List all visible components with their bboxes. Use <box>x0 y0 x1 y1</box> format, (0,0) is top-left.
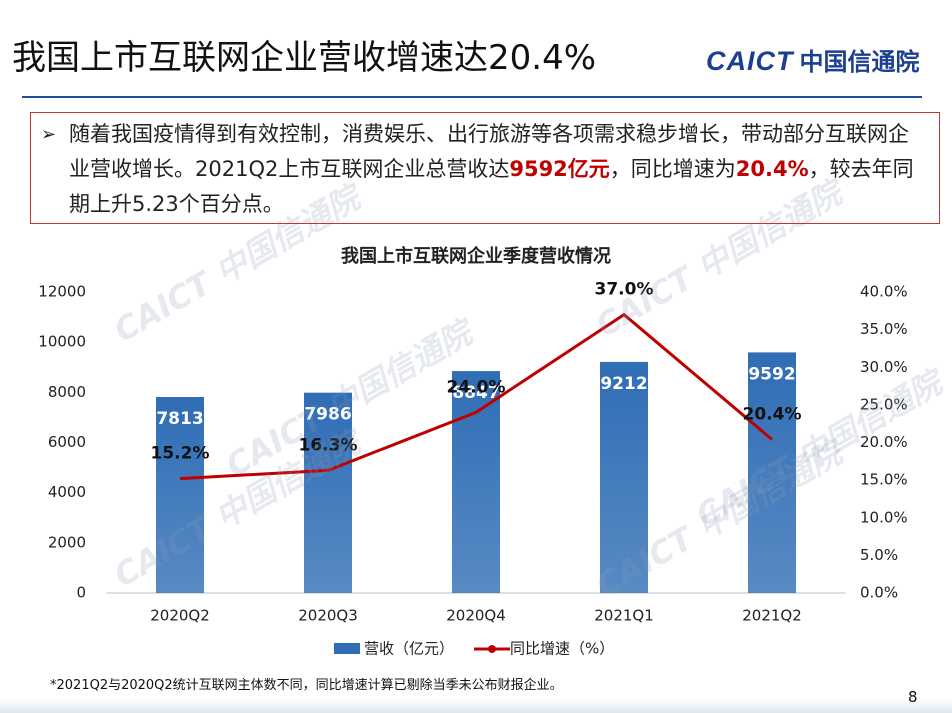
chart-title: 我国上市互联网企业季度营收情况 <box>341 245 611 267</box>
logo: CAICT 中国信通院 <box>706 42 920 77</box>
y2-tick-label: 20.0% <box>860 433 908 451</box>
x-tick-label: 2020Q3 <box>298 607 358 625</box>
legend-label: 同比增速（%） <box>510 640 614 658</box>
x-tick-label: 2021Q2 <box>742 607 802 625</box>
legend-label: 营收（亿元） <box>364 640 454 658</box>
y2-tick-label: 30.0% <box>860 358 908 376</box>
logo-mark: CAICT <box>706 46 794 76</box>
bar-value-label: 7813 <box>156 409 203 429</box>
page-number: 8 <box>908 688 918 706</box>
y2-tick-label: 35.0% <box>860 320 908 338</box>
bullet-box: ➢ 随着我国疫情得到有效控制，消费娱乐、出行旅游等各项需求稳步增长，带动部分互联网… <box>30 112 940 224</box>
line-value-label: 20.4% <box>743 404 802 424</box>
line-value-label: 37.0% <box>595 280 654 300</box>
bar <box>748 352 796 593</box>
bar <box>452 371 500 593</box>
bar <box>304 392 352 593</box>
y-tick-label: 4000 <box>48 483 86 501</box>
line-value-label: 15.2% <box>151 444 210 464</box>
line-value-label: 16.3% <box>299 435 358 455</box>
title-rule <box>22 96 922 98</box>
y2-tick-label: 5.0% <box>860 546 898 564</box>
y-tick-label: 6000 <box>48 433 86 451</box>
logo-name: 中国信通院 <box>799 48 920 76</box>
bullet-marker: ➢ <box>41 124 57 145</box>
legend-marker <box>488 645 496 653</box>
bar <box>156 397 204 593</box>
x-tick-label: 2020Q4 <box>446 607 506 625</box>
y-tick-label: 2000 <box>48 533 86 551</box>
bar-value-label: 8847 <box>452 383 499 403</box>
bar-value-label: 9592 <box>748 364 795 384</box>
x-tick-label: 2021Q1 <box>594 607 654 625</box>
text-run: 随着我国疫情得到有效控制，消费娱乐、出行旅游等各项需求稳步增长，带动部分互联网企… <box>69 122 909 181</box>
y-tick-label: 0 <box>76 584 86 602</box>
bar-value-label: 9212 <box>600 374 647 394</box>
text-run: ，较去年同期上升5.23个百分点。 <box>69 157 914 216</box>
legend-swatch <box>334 643 360 654</box>
x-tick-label: 2020Q2 <box>150 607 210 625</box>
y2-tick-label: 15.0% <box>860 471 908 489</box>
line <box>179 312 773 481</box>
slide-title: 我国上市互联网企业营收增速达20.4% <box>12 38 597 78</box>
bottom-band <box>0 698 952 713</box>
line-value-label: 24.0% <box>447 377 506 397</box>
bar <box>600 361 648 593</box>
emphasis-text: 9592亿元 <box>509 157 610 181</box>
y-tick-label: 10000 <box>38 333 86 351</box>
bullet-text: 随着我国疫情得到有效控制，消费娱乐、出行旅游等各项需求稳步增长，带动部分互联网企… <box>69 122 914 216</box>
emphasis-text: 20.4% <box>735 157 809 181</box>
y2-tick-label: 25.0% <box>860 395 908 413</box>
y2-tick-label: 40.0% <box>860 283 908 301</box>
y-tick-label: 12000 <box>38 283 86 301</box>
y2-tick-label: 10.0% <box>860 508 908 526</box>
watermark: CAICT 中国信通院 <box>690 361 952 535</box>
text-run: ，同比增速为 <box>609 157 736 181</box>
footnote: *2021Q2与2020Q2统计互联网主体数不同，同比增速计算已剔除当季未公布财… <box>50 678 563 693</box>
y-tick-label: 8000 <box>48 383 86 401</box>
bar-value-label: 7986 <box>304 405 351 425</box>
y2-tick-label: 0.0% <box>860 584 898 602</box>
